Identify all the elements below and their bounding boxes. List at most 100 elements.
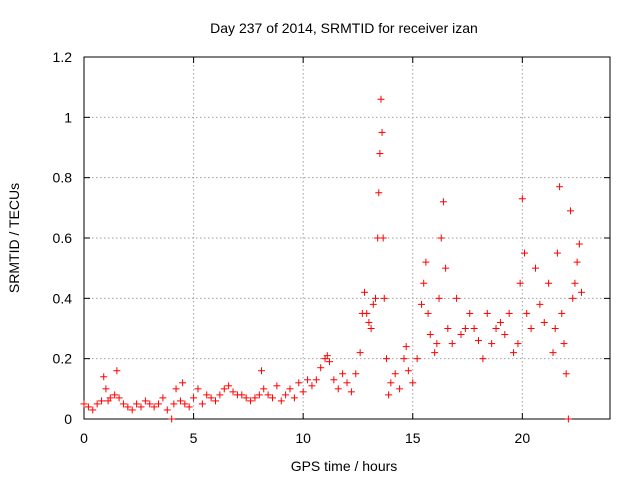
data-point [170, 400, 178, 408]
x-tick-label: 15 [405, 430, 421, 446]
data-point [569, 294, 577, 302]
y-tick-labels: 0 0.2 0.4 0.6 0.8 1 1.2 [53, 49, 73, 427]
data-point [573, 258, 581, 266]
data-point [444, 325, 452, 332]
data-point [216, 391, 224, 399]
data-point [475, 337, 482, 345]
data-point [466, 309, 474, 317]
data-point [553, 249, 561, 257]
data-point [286, 385, 294, 393]
data-point [212, 397, 219, 405]
data-point [255, 391, 263, 399]
data-point [198, 400, 206, 408]
data-point [369, 300, 377, 308]
data-point [420, 279, 428, 287]
data-point [124, 403, 132, 411]
x-tick-labels: 0 5 10 15 20 [80, 430, 530, 446]
data-point [84, 403, 92, 411]
data-point [371, 294, 379, 302]
data-point [343, 379, 351, 387]
data-point [334, 385, 342, 393]
data-point [523, 309, 531, 317]
plot-frame [83, 56, 611, 420]
y-tick-label: 0.2 [53, 351, 73, 367]
data-point [442, 264, 450, 272]
data-points [80, 95, 586, 423]
data-point [363, 309, 371, 317]
data-point [564, 415, 572, 423]
data-point [516, 279, 524, 287]
data-point [102, 385, 110, 393]
data-point [571, 279, 579, 287]
data-point [273, 382, 281, 390]
data-point [163, 406, 171, 414]
data-point [258, 367, 266, 375]
data-point [93, 400, 101, 408]
x-tick-label: 0 [80, 430, 88, 446]
data-point [400, 355, 408, 363]
data-point [376, 150, 384, 158]
data-point [141, 397, 149, 405]
data-point [150, 403, 158, 411]
data-point [505, 309, 513, 317]
y-tick-label: 0 [64, 411, 72, 427]
data-point [119, 400, 127, 408]
data-point [352, 370, 360, 378]
data-point [146, 400, 154, 408]
data-point [418, 300, 426, 308]
data-point [203, 391, 211, 399]
data-point [387, 379, 395, 387]
data-point [551, 325, 559, 332]
ticks [83, 56, 610, 420]
data-point [396, 385, 404, 393]
data-point [378, 128, 386, 136]
data-point [185, 403, 193, 411]
data-point [347, 388, 355, 396]
data-point [325, 358, 333, 366]
data-point [518, 195, 526, 203]
x-axis-label: GPS time / hours [291, 458, 398, 474]
data-point [229, 388, 237, 396]
data-point [225, 382, 233, 390]
data-point [323, 352, 331, 360]
data-point [567, 207, 575, 215]
data-point [385, 391, 393, 399]
data-point [80, 400, 88, 408]
data-point [453, 294, 461, 302]
data-point [111, 391, 119, 399]
data-point [308, 382, 316, 390]
data-point [527, 325, 535, 332]
data-point [379, 234, 387, 242]
data-point [264, 391, 272, 399]
data-point [106, 394, 114, 402]
data-point [461, 325, 469, 332]
data-point [413, 355, 421, 363]
y-tick-label: 1 [64, 109, 72, 125]
data-point [155, 400, 163, 408]
data-point [439, 198, 447, 206]
data-point [422, 258, 430, 266]
y-tick-label: 0.6 [53, 230, 73, 246]
data-point [282, 391, 290, 399]
data-point [492, 325, 500, 332]
data-point [247, 397, 255, 405]
data-point [558, 309, 566, 317]
data-point [402, 343, 410, 351]
data-point [89, 406, 97, 414]
data-point [575, 240, 583, 248]
data-point [361, 288, 369, 296]
data-point [251, 394, 259, 402]
x-tick-label: 5 [190, 430, 198, 446]
data-point [159, 394, 167, 402]
data-point [295, 379, 303, 387]
data-point [128, 406, 136, 414]
data-point [207, 394, 215, 402]
data-point [168, 415, 176, 423]
data-point [431, 349, 439, 357]
data-point [549, 349, 557, 357]
data-point [304, 376, 312, 384]
x-tick-label: 10 [295, 430, 311, 446]
data-point [365, 318, 373, 326]
data-point [424, 309, 432, 317]
data-point [556, 183, 564, 191]
